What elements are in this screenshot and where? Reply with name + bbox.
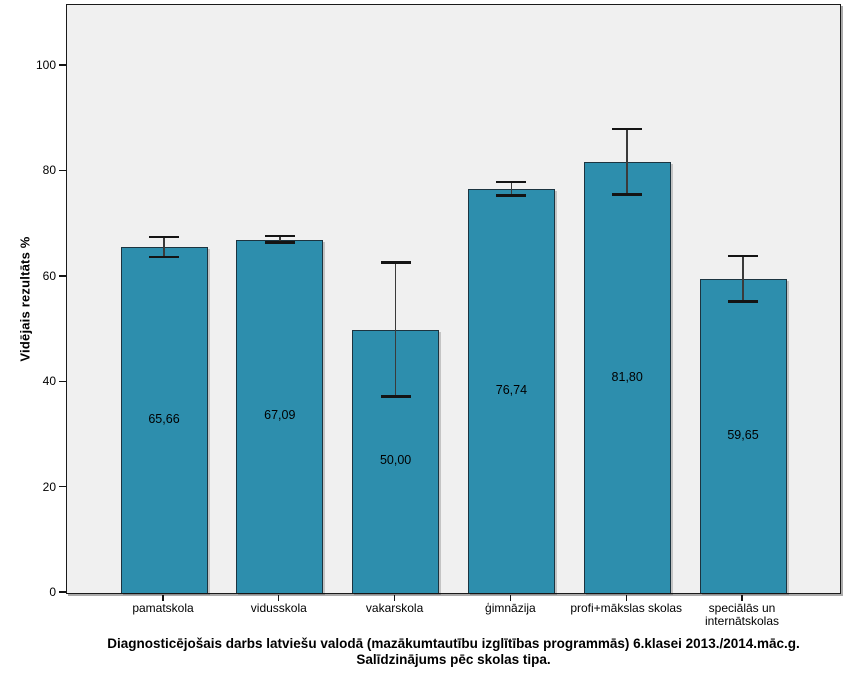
x-axis-tick (278, 595, 280, 601)
error-bar-line (394, 262, 397, 397)
y-axis-tick-label: 100 (35, 58, 56, 73)
x-axis-tick (741, 595, 743, 601)
y-axis-tick-label: 80 (42, 163, 56, 178)
y-axis-tick (59, 380, 66, 382)
plot-area: 65,66 67,09 50,00 76,74 81,80 59,65 (66, 4, 841, 594)
error-bar-cap-top (496, 180, 527, 184)
bar-value-label: 76,74 (495, 382, 528, 397)
x-axis-tick (162, 595, 164, 601)
chart-title: Diagnosticējošais darbs latviešu valodā … (66, 636, 841, 667)
error-bar-line (510, 182, 513, 196)
x-axis-tick (509, 595, 512, 601)
error-bar-line (279, 235, 281, 243)
bar-value-label: 50,00 (379, 453, 412, 468)
error-bar-cap-top (728, 254, 758, 258)
bar-value-label: 59,65 (727, 427, 759, 442)
chart-title-line2: Salīdzinājums pēc skolas tipa. (356, 651, 551, 667)
chart-title-line1: Diagnosticējošais darbs latviešu valodā … (107, 636, 800, 651)
bar-value-label: 81,80 (611, 369, 643, 384)
x-axis-label: pamatskola (132, 601, 194, 615)
error-bar-line (742, 255, 744, 302)
y-axis-tick (59, 64, 66, 66)
x-axis-label: ģimnāzija (485, 601, 536, 615)
y-axis-tick (59, 169, 66, 172)
error-bar-cap-bottom (496, 194, 527, 197)
y-axis-tick-label: 0 (49, 585, 56, 599)
x-axis-tick (625, 595, 627, 601)
x-axis-label: vakarskola (365, 601, 424, 615)
y-axis-tick-label: 60 (42, 268, 56, 283)
y-axis-tick (59, 485, 66, 488)
bar-6 (699, 278, 787, 593)
x-axis-label: profi+mākslas skolas (570, 601, 683, 615)
error-bar-cap-top (264, 234, 295, 238)
bar-2 (236, 239, 324, 593)
error-bar-cap-bottom (612, 193, 643, 196)
y-axis-tick (59, 591, 66, 593)
bar-value-label: 65,66 (148, 412, 180, 427)
bar-value-label: 67,09 (264, 408, 296, 423)
y-axis-title: Vidējais rezultāts % (17, 236, 33, 362)
error-bar-line (626, 128, 628, 195)
error-bar-cap-top (612, 127, 643, 131)
bar-5 (583, 162, 671, 593)
error-bar-cap-bottom (728, 300, 758, 303)
error-bar-cap-top (380, 261, 411, 264)
bar-4 (467, 188, 555, 593)
x-axis-tick (393, 595, 396, 601)
error-bar-cap-top (149, 235, 179, 239)
y-axis-tick-label: 20 (42, 479, 56, 494)
error-bar-cap-bottom (380, 395, 411, 398)
x-axis-label: vidusskola (250, 601, 307, 615)
x-axis-label: speciālās un internātskolas (704, 601, 780, 628)
y-axis-tick (59, 275, 66, 277)
y-axis-tick-label: 40 (42, 374, 56, 389)
bar-1 (120, 247, 208, 593)
error-bar-cap-bottom (149, 255, 179, 259)
error-bar-line (163, 236, 165, 257)
error-bar-cap-bottom (264, 241, 295, 244)
